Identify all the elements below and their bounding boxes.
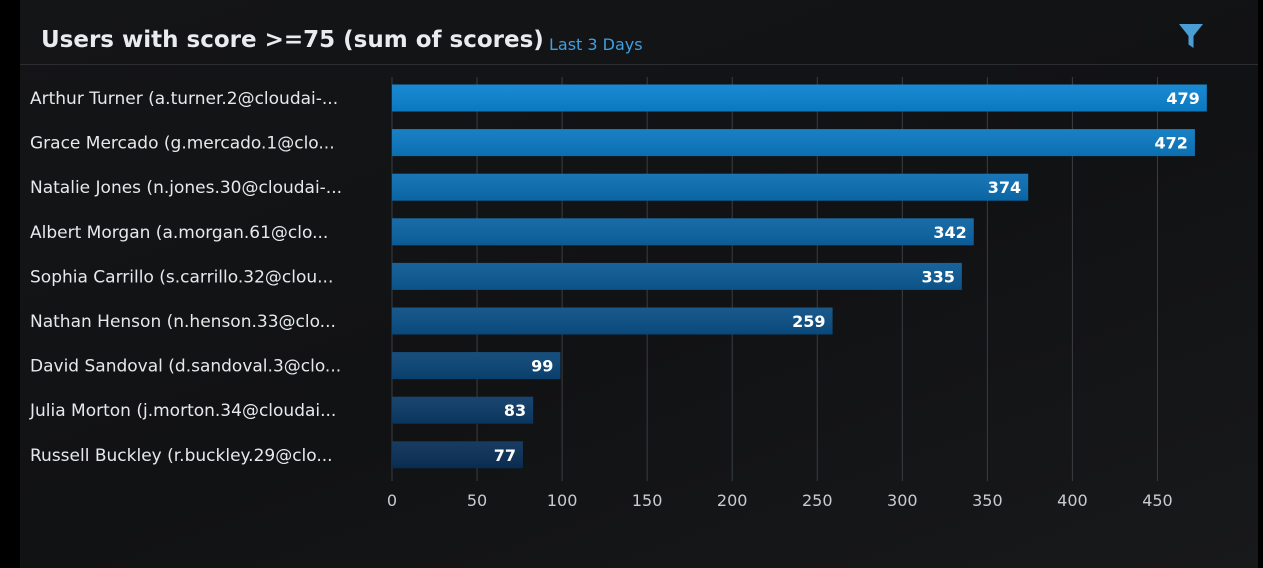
x-tick-label: 150 bbox=[632, 491, 663, 510]
bar-shading bbox=[392, 262, 962, 290]
bar-shading bbox=[392, 84, 1207, 112]
bar-chart: Arthur Turner (a.turner.2@cloudai-... Gra… bbox=[29, 77, 1207, 510]
x-tick-label: 200 bbox=[717, 491, 748, 510]
bar-shading bbox=[392, 218, 974, 246]
x-tick-label: 250 bbox=[802, 491, 833, 510]
bar-value-label: 335 bbox=[921, 267, 954, 286]
x-tick-label: 300 bbox=[887, 491, 918, 510]
category-label: Russell Buckley (r.buckley.29@clo... bbox=[30, 446, 333, 466]
chart-title: Users with score >=75 (sum of scores) bbox=[41, 27, 544, 53]
bars bbox=[392, 84, 1207, 469]
bar-shading bbox=[392, 352, 561, 380]
category-labels: Arthur Turner (a.turner.2@cloudai-... Gra… bbox=[29, 89, 342, 466]
x-axis-ticks: 0 50 100 150 200 250 300 350 400 450 bbox=[387, 491, 1173, 510]
x-tick-label: 100 bbox=[547, 491, 578, 510]
category-label: Julia Morton (j.morton.34@cloudai... bbox=[29, 401, 336, 421]
bar-value-label: 83 bbox=[504, 401, 526, 420]
bar-shading bbox=[392, 307, 833, 335]
bar-shading bbox=[392, 396, 534, 424]
category-label: Grace Mercado (g.mercado.1@clo... bbox=[30, 134, 335, 154]
bar-value-label: 472 bbox=[1154, 134, 1187, 153]
category-label: Natalie Jones (n.jones.30@cloudai-... bbox=[30, 178, 342, 198]
category-label: Albert Morgan (a.morgan.61@clo... bbox=[30, 223, 328, 243]
bar-value-label: 374 bbox=[988, 178, 1021, 197]
chart-widget: Users with score >=75 (sum of scores) La… bbox=[20, 0, 1258, 568]
bar-value-label: 77 bbox=[494, 446, 516, 465]
bar-shading bbox=[392, 441, 523, 469]
bar-shading bbox=[392, 129, 1195, 157]
bar-shading bbox=[392, 173, 1029, 201]
x-tick-label: 350 bbox=[972, 491, 1003, 510]
bar-value-label: 479 bbox=[1166, 89, 1199, 108]
filter-icon[interactable] bbox=[1176, 22, 1206, 52]
x-tick-label: 450 bbox=[1142, 491, 1173, 510]
bar-value-label: 259 bbox=[792, 312, 825, 331]
bar-value-label: 342 bbox=[933, 223, 966, 242]
value-labels: 479 472 374 342 335 259 99 83 77 bbox=[494, 89, 1200, 465]
category-label: Sophia Carrillo (s.carrillo.32@clou... bbox=[30, 267, 333, 287]
x-tick-label: 50 bbox=[467, 491, 487, 510]
x-tick-label: 400 bbox=[1057, 491, 1088, 510]
category-label: David Sandoval (d.sandoval.3@clo... bbox=[30, 357, 341, 377]
category-label: Arthur Turner (a.turner.2@cloudai-... bbox=[30, 89, 338, 109]
widget-header: Users with score >=75 (sum of scores) La… bbox=[20, 0, 1258, 65]
time-range-label[interactable]: Last 3 Days bbox=[549, 35, 643, 54]
category-label: Nathan Henson (n.henson.33@clo... bbox=[30, 312, 336, 332]
x-tick-label: 0 bbox=[387, 491, 397, 510]
bar-value-label: 99 bbox=[531, 357, 553, 376]
